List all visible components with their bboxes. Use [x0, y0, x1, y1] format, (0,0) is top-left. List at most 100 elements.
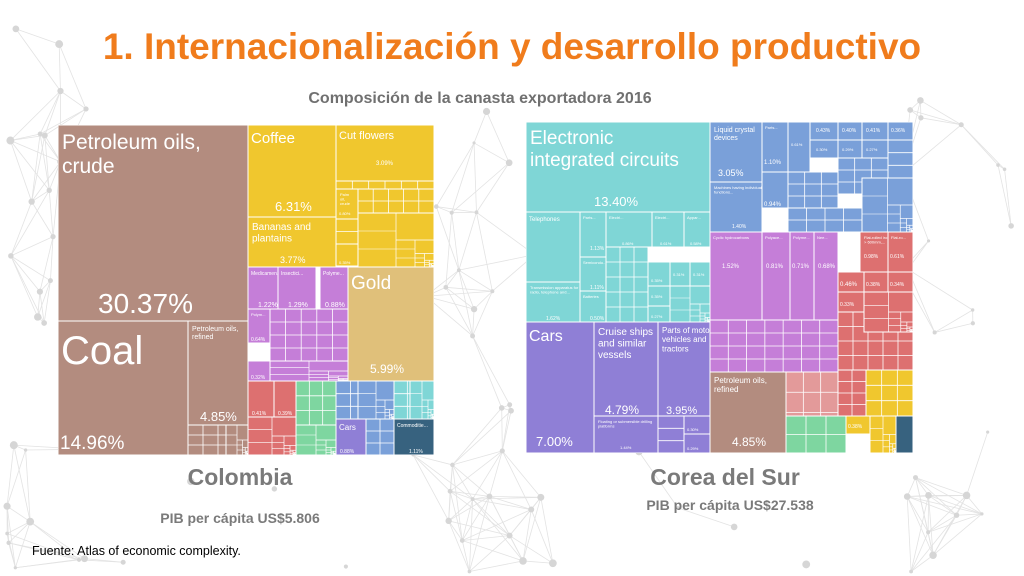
- network-link: [501, 407, 503, 451]
- network-node: [730, 523, 738, 531]
- treemap-tile-0-27: 0.27%: [861, 139, 889, 159]
- gdp-label-korea: PIB per cápita US$27.538: [646, 497, 814, 513]
- network-link: [39, 291, 45, 324]
- network-node: [5, 531, 10, 536]
- tile-label: Flat-rolled iron width > 600mm,...: [864, 235, 900, 245]
- small-products-cluster: [709, 319, 839, 373]
- network-link: [10, 201, 33, 257]
- tile-label: Cyclic hydrocarbons: [713, 235, 749, 240]
- tile-value: 1.52%: [722, 264, 740, 270]
- treemap-tile-0-35: 0.35%: [335, 243, 359, 267]
- tile-label: Parts...: [583, 215, 596, 220]
- network-link: [677, 507, 735, 528]
- treemap-tile-palm-oil-crude: Palm oil, crude 0.80%: [335, 188, 359, 220]
- network-link: [60, 90, 87, 110]
- tile-value: 0.88%: [340, 449, 355, 455]
- network-link: [39, 90, 61, 135]
- network-node: [8, 253, 14, 259]
- tiny-products-cluster: [357, 380, 395, 420]
- network-node: [3, 502, 11, 510]
- network-link: [473, 290, 493, 310]
- network-link: [445, 286, 493, 292]
- tile-value: 0.31%: [693, 272, 705, 277]
- network-link: [448, 520, 463, 541]
- tile-rect: [813, 231, 839, 321]
- tile-value: 0.39%: [278, 411, 293, 417]
- tile-value: 0.58%: [690, 241, 702, 246]
- tiny-products-cluster: [669, 285, 711, 323]
- network-link: [907, 496, 982, 515]
- tile-value: 6.31%: [275, 199, 312, 214]
- network-link: [461, 496, 490, 541]
- tile-rect: [319, 266, 349, 310]
- tile-rect: [761, 171, 789, 209]
- tile-rect: [789, 231, 815, 321]
- tiny-products-cluster: [357, 212, 434, 268]
- treemap-tile-bananas-and-plantains: Bananas and plantains 3.77%: [247, 216, 337, 268]
- tile-value: 4.85%: [200, 409, 237, 424]
- tile-value: 0.38%: [866, 282, 881, 288]
- network-node: [36, 288, 43, 295]
- network-link: [10, 140, 50, 191]
- network-link: [435, 206, 460, 271]
- network-link: [469, 535, 510, 572]
- network-link: [928, 494, 983, 515]
- network-link: [412, 454, 451, 492]
- network-link: [489, 495, 541, 498]
- network-link: [31, 135, 46, 202]
- tile-value: 0.38%: [848, 424, 863, 430]
- network-link: [448, 491, 451, 521]
- network-node: [519, 557, 527, 565]
- tile-label: Petroleum oils, refined: [714, 376, 767, 394]
- tile-value: 14.96%: [60, 433, 125, 454]
- network-link: [530, 509, 554, 564]
- vehicles-tile: [895, 415, 913, 453]
- tile-value: 0.41%: [866, 128, 881, 134]
- network-link: [452, 410, 512, 466]
- treemap-tile-0-35: 0.35%: [647, 285, 671, 307]
- network-node: [28, 198, 35, 205]
- network-link: [436, 206, 477, 213]
- tiny-products-cluster: [295, 424, 337, 455]
- treemap-tile-flat-ro: Flat-ro... 0.61%: [887, 231, 913, 273]
- network-link: [15, 559, 80, 569]
- network-link: [915, 477, 967, 496]
- network-link: [8, 542, 80, 561]
- gdp-label-colombia: PIB per cápita US$5.806: [160, 510, 320, 526]
- treemap-tile-0-38: 0.38%: [845, 415, 871, 435]
- slide-title: 1. Internacionalización y desarrollo pro…: [102, 26, 922, 67]
- network-link: [31, 161, 61, 202]
- tile-rect: [247, 380, 275, 418]
- tile-value: 0.81%: [766, 264, 784, 270]
- network-node: [6, 540, 11, 546]
- network-node: [34, 313, 42, 321]
- treemap-tile-0-38: 0.38%: [863, 271, 889, 293]
- small-products-cluster: [787, 171, 839, 209]
- network-link: [448, 520, 510, 536]
- tile-value: 0.27%: [866, 147, 878, 152]
- tile-value: 1.13%: [590, 246, 605, 252]
- network-node: [980, 512, 984, 516]
- network-node: [50, 234, 56, 240]
- network-link: [15, 28, 61, 92]
- tile-value: 0.27%: [651, 314, 663, 319]
- treemap-tile-0-39: 0.39%: [273, 380, 297, 418]
- network-link: [10, 133, 41, 141]
- network-link: [10, 255, 45, 324]
- network-link: [39, 133, 61, 162]
- network-link: [48, 190, 54, 237]
- tile-label: Cruise ships and similar vessels: [598, 327, 653, 361]
- network-link: [449, 491, 463, 541]
- network-link: [14, 521, 31, 568]
- network-link: [29, 521, 85, 559]
- network-link: [6, 445, 15, 507]
- network-link: [462, 535, 510, 541]
- network-link: [44, 108, 87, 136]
- treemap-tile-coffee: Coffee 6.31%: [247, 125, 337, 218]
- network-link: [934, 322, 973, 333]
- network-node: [459, 538, 465, 543]
- network-node: [445, 517, 452, 525]
- treemap-tile-electri: Electri... 0.61%: [651, 211, 685, 248]
- treemap-tile-appar: Appar... 0.58%: [683, 211, 711, 248]
- tile-value: 0.29%: [687, 446, 699, 451]
